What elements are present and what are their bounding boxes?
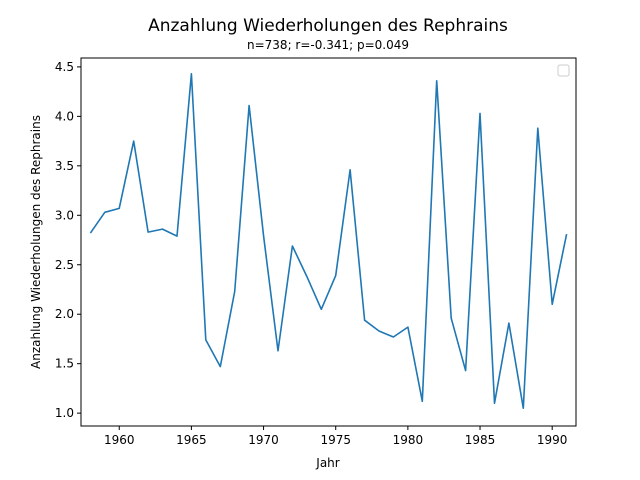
x-tick-label: 1965 [176, 433, 207, 447]
x-tick-label: 1985 [465, 433, 496, 447]
x-axis: 1960 1965 1970 1975 1980 1985 1990 [104, 426, 567, 447]
y-tick-label: 2.0 [55, 307, 74, 321]
chart-subtitle: n=738; r=-0.341; p=0.049 [247, 38, 409, 52]
series-line [89, 73, 568, 410]
y-tick-label: 3.5 [55, 159, 74, 173]
x-tick-label: 1975 [320, 433, 351, 447]
y-tick-label: 2.5 [55, 258, 74, 272]
y-tick-label: 1.0 [55, 406, 74, 420]
plot-area [80, 57, 577, 427]
series-layer [89, 73, 568, 410]
y-tick-label: 1.5 [55, 357, 74, 371]
chart-title: Anzahlung Wiederholungen des Rephrains [148, 16, 508, 36]
x-tick-label: 1970 [248, 433, 279, 447]
y-tick-label: 4.0 [55, 109, 74, 123]
legend-box [557, 64, 570, 77]
x-axis-label: Jahr [315, 456, 339, 470]
y-axis: 1.0 1.5 2.0 2.5 3.0 3.5 4.0 4.5 [55, 60, 81, 420]
y-tick-label: 3.0 [55, 208, 74, 222]
y-tick-label: 4.5 [55, 60, 74, 74]
y-axis-label: Anzahlung Wiederholungen des Rephrains [29, 115, 43, 369]
x-tick-label: 1980 [393, 433, 424, 447]
x-tick-label: 1990 [537, 433, 568, 447]
x-tick-label: 1960 [104, 433, 135, 447]
